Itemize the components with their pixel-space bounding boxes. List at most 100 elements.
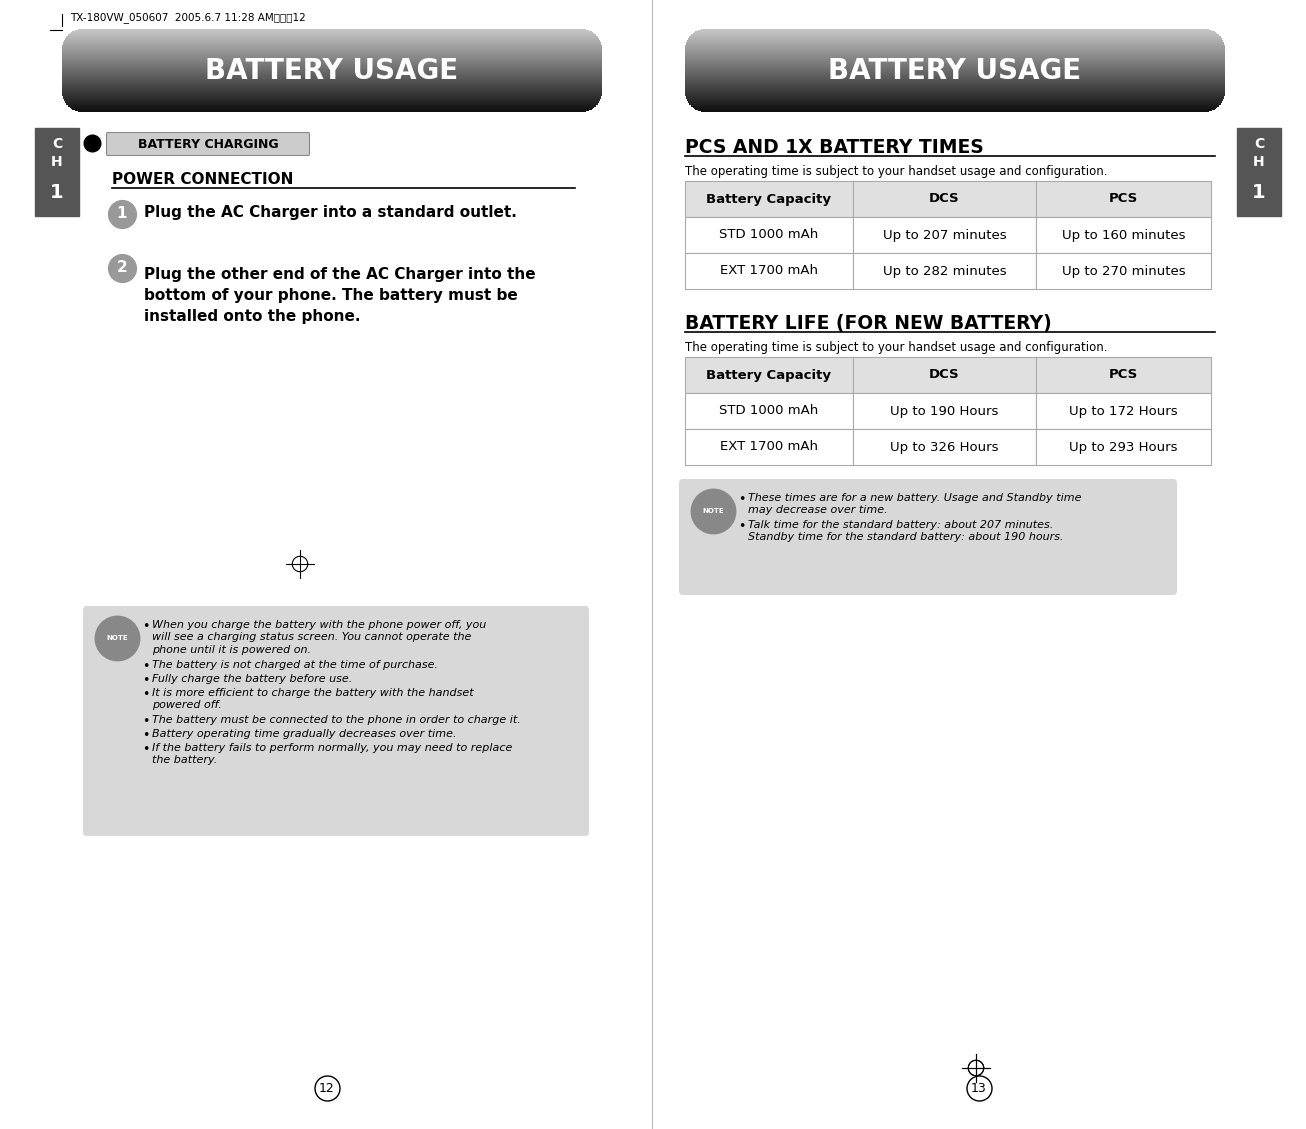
Bar xyxy=(61,73,602,76)
Bar xyxy=(61,71,602,73)
Bar xyxy=(686,90,1225,91)
Bar xyxy=(65,100,599,102)
Bar xyxy=(63,97,601,99)
Bar xyxy=(687,40,1222,42)
Bar xyxy=(72,108,592,110)
Bar xyxy=(61,55,602,56)
Bar xyxy=(61,65,602,67)
Bar xyxy=(61,51,602,53)
Bar xyxy=(686,87,1225,88)
Text: •: • xyxy=(738,493,746,506)
Bar xyxy=(686,73,1225,75)
Bar xyxy=(686,82,1225,84)
Bar xyxy=(853,357,1036,393)
Text: C: C xyxy=(1254,137,1264,151)
Text: STD 1000 mAh: STD 1000 mAh xyxy=(720,228,819,242)
Bar xyxy=(686,76,1225,78)
Bar xyxy=(686,46,1225,47)
Bar xyxy=(693,107,1216,108)
Bar xyxy=(61,85,602,86)
Text: DCS: DCS xyxy=(929,193,960,205)
Bar xyxy=(61,82,602,84)
Text: PCS: PCS xyxy=(1109,193,1138,205)
Bar xyxy=(686,64,1225,67)
Bar xyxy=(690,36,1221,37)
Bar xyxy=(686,68,1225,69)
Bar xyxy=(63,44,601,45)
Bar xyxy=(686,70,1225,71)
Bar xyxy=(686,60,1225,61)
Bar xyxy=(63,44,601,45)
Bar xyxy=(686,54,1225,55)
Bar xyxy=(686,63,1225,64)
Bar xyxy=(686,47,1225,49)
Bar xyxy=(687,98,1224,99)
Bar xyxy=(688,38,1221,40)
Bar xyxy=(61,75,602,76)
Bar xyxy=(686,84,1225,86)
Bar xyxy=(61,80,602,81)
Text: It is more efficient to charge the battery with the handset
powered off.: It is more efficient to charge the batte… xyxy=(151,688,474,710)
Bar xyxy=(686,59,1225,60)
Bar xyxy=(61,65,602,67)
Bar xyxy=(61,53,602,54)
Bar xyxy=(1036,357,1211,393)
Bar xyxy=(687,100,1222,102)
Bar xyxy=(1036,181,1211,217)
Bar xyxy=(64,100,599,102)
Bar xyxy=(61,67,602,68)
Bar xyxy=(61,91,602,93)
Bar xyxy=(686,181,853,217)
Bar xyxy=(686,96,1225,97)
Bar xyxy=(686,52,1225,54)
Text: •: • xyxy=(142,729,149,742)
Bar xyxy=(686,80,1225,81)
Bar xyxy=(686,50,1225,51)
Bar xyxy=(686,79,1225,80)
Bar xyxy=(61,58,602,59)
Bar xyxy=(686,77,1225,78)
FancyBboxPatch shape xyxy=(679,479,1177,595)
Bar xyxy=(688,102,1221,104)
Bar xyxy=(686,51,1225,52)
Bar xyxy=(1036,429,1211,465)
Bar xyxy=(686,53,1225,54)
Text: H: H xyxy=(1254,155,1264,169)
Bar xyxy=(688,103,1221,104)
Bar xyxy=(64,99,599,100)
Bar xyxy=(61,61,602,62)
Bar xyxy=(686,45,1225,46)
Bar xyxy=(686,95,1225,96)
Bar xyxy=(64,41,599,42)
Bar xyxy=(686,51,1225,53)
Bar xyxy=(690,103,1221,105)
Bar xyxy=(61,53,602,55)
Bar xyxy=(69,106,594,107)
Bar xyxy=(699,29,1211,32)
Bar xyxy=(61,54,602,55)
Bar xyxy=(699,110,1211,111)
Bar xyxy=(61,61,602,63)
Bar xyxy=(686,62,1225,63)
Bar xyxy=(686,69,1225,71)
Bar xyxy=(74,110,590,111)
Text: •: • xyxy=(738,520,746,533)
Bar xyxy=(687,40,1222,41)
Bar xyxy=(686,88,1225,89)
Text: Plug the other end of the AC Charger into the
bottom of your phone. The battery : Plug the other end of the AC Charger int… xyxy=(144,266,535,324)
Bar xyxy=(686,78,1225,79)
Bar xyxy=(61,81,602,82)
Bar xyxy=(686,84,1225,85)
Bar xyxy=(64,42,601,43)
Bar xyxy=(63,93,602,94)
Bar xyxy=(686,93,1225,95)
Bar xyxy=(686,78,1225,80)
Bar xyxy=(61,91,602,93)
Bar xyxy=(690,36,1220,37)
Bar xyxy=(686,89,1225,91)
Text: •: • xyxy=(142,743,149,756)
Text: The operating time is subject to your handset usage and configuration.: The operating time is subject to your ha… xyxy=(686,341,1107,355)
Text: NOTE: NOTE xyxy=(703,508,724,514)
Bar xyxy=(705,29,1205,30)
Bar xyxy=(61,87,602,88)
